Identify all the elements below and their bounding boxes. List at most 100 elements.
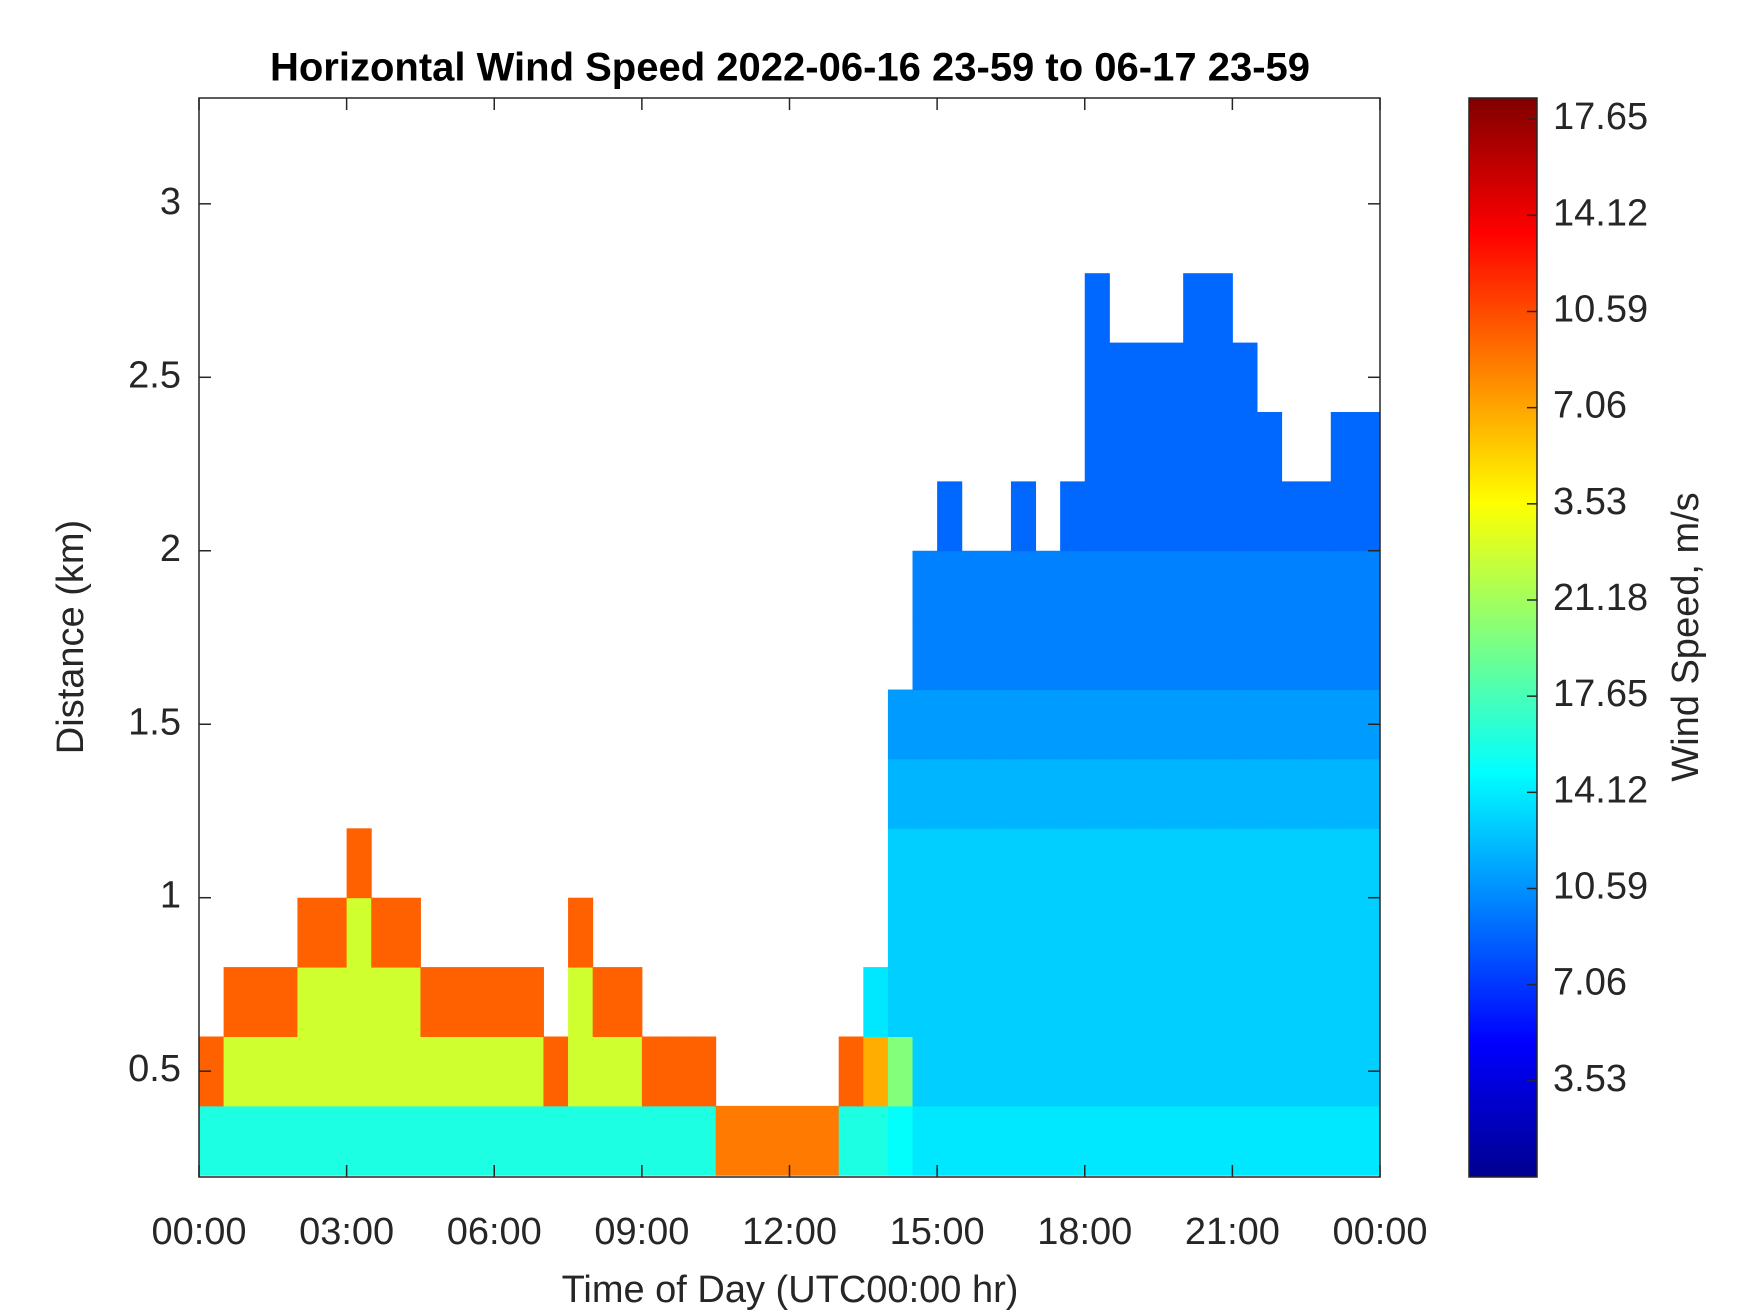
heatmap-cell <box>1035 967 1061 1037</box>
heatmap-cell <box>838 1036 864 1107</box>
heatmap-cell <box>1035 1036 1061 1107</box>
heatmap-cell <box>1084 1036 1110 1107</box>
heatmap-cell <box>1158 620 1184 691</box>
heatmap-cell <box>1330 550 1356 621</box>
heatmap-cell <box>1355 967 1381 1037</box>
heatmap-cell <box>1109 1105 1135 1176</box>
heatmap-cell <box>1060 897 1086 968</box>
heatmap-cell <box>912 967 938 1037</box>
heatmap-cell <box>1183 620 1209 691</box>
heatmap-cell <box>715 1105 741 1176</box>
heatmap-cell <box>1355 481 1381 552</box>
heatmap-cell <box>617 1036 643 1107</box>
heatmap-cell <box>592 1105 618 1176</box>
heatmap-cell <box>691 1036 717 1107</box>
heatmap-cell <box>1060 620 1086 691</box>
heatmap-cell <box>1330 967 1356 1037</box>
heatmap-cell <box>1281 550 1307 621</box>
x-tick-label: 03:00 <box>299 1211 394 1253</box>
heatmap-cell <box>1281 481 1307 552</box>
heatmap-cell <box>912 620 938 691</box>
heatmap-cell <box>937 967 963 1037</box>
heatmap-cell <box>986 1105 1012 1176</box>
heatmap-cell <box>1010 828 1037 899</box>
y-tick-label: 0.5 <box>128 1048 181 1090</box>
heatmap-cell <box>1330 411 1356 482</box>
heatmap-cell <box>494 1036 520 1107</box>
heatmap-cell <box>937 689 963 760</box>
heatmap-cell <box>937 758 963 829</box>
heatmap-cell <box>1355 550 1381 621</box>
heatmap-cell <box>912 550 938 621</box>
heatmap-cell <box>1060 1036 1086 1107</box>
heatmap-cell <box>740 1105 766 1176</box>
heatmap-cell <box>912 689 938 760</box>
heatmap-cell <box>1133 897 1160 968</box>
heatmap-cell <box>1133 411 1160 482</box>
x-tick-label: 21:00 <box>1185 1211 1280 1253</box>
heatmap-cell <box>912 828 938 899</box>
heatmap-cell <box>395 897 421 968</box>
heatmap-cell <box>494 1105 520 1176</box>
heatmap-cell <box>1158 897 1184 968</box>
heatmap-cell <box>666 1105 692 1176</box>
heatmap-cell <box>1183 897 1209 968</box>
heatmap-cell <box>863 967 889 1037</box>
heatmap-cell <box>1035 828 1061 899</box>
heatmap-cell <box>1330 620 1356 691</box>
heatmap-cell <box>1060 550 1086 621</box>
heatmap-cell <box>1232 828 1258 899</box>
heatmap-cell <box>887 897 914 968</box>
colorbar-tick-label: 7.06 <box>1553 962 1627 1004</box>
heatmap-cell <box>1183 411 1209 482</box>
heatmap-cell <box>592 967 618 1037</box>
heatmap-cell <box>469 1036 495 1107</box>
heatmap-cell <box>912 1105 938 1176</box>
heatmap-cell <box>1256 1105 1283 1176</box>
heatmap-cell <box>986 897 1012 968</box>
heatmap-cell <box>322 897 348 968</box>
heatmap-cell <box>1183 758 1209 829</box>
heatmap-cell <box>1256 897 1283 968</box>
heatmap-cell <box>1158 828 1184 899</box>
heatmap <box>199 273 1381 1176</box>
heatmap-cell <box>1306 897 1332 968</box>
chart-title: Horizontal Wind Speed 2022-06-16 23-59 t… <box>270 46 1310 90</box>
heatmap-cell <box>1109 828 1135 899</box>
heatmap-cell <box>1158 342 1184 413</box>
heatmap-cell <box>764 1105 790 1176</box>
heatmap-cell <box>223 1036 249 1107</box>
heatmap-cell <box>346 828 372 899</box>
colorbar-label: Wind Speed, m/s <box>1665 492 1707 781</box>
heatmap-cell <box>543 1105 569 1176</box>
heatmap-cell <box>1109 342 1135 413</box>
heatmap-cell <box>986 620 1012 691</box>
heatmap-cell <box>395 967 421 1037</box>
heatmap-cell <box>1232 342 1258 413</box>
heatmap-cell <box>1355 1105 1381 1176</box>
heatmap-cell <box>371 897 397 968</box>
heatmap-cell <box>887 1036 914 1107</box>
heatmap-cell <box>297 967 323 1037</box>
heatmap-cell <box>395 1036 421 1107</box>
heatmap-cell <box>961 1105 987 1176</box>
heatmap-cell <box>199 1105 225 1176</box>
x-tick-label: 06:00 <box>447 1211 542 1253</box>
heatmap-cell <box>887 828 914 899</box>
heatmap-cell <box>272 1105 298 1176</box>
heatmap-cell <box>1133 758 1160 829</box>
heatmap-cell <box>1133 689 1160 760</box>
heatmap-cell <box>1207 550 1233 621</box>
heatmap-cell <box>912 1036 938 1107</box>
heatmap-cell <box>887 758 914 829</box>
heatmap-cell <box>1158 967 1184 1037</box>
heatmap-cell <box>986 550 1012 621</box>
heatmap-cell <box>1232 411 1258 482</box>
heatmap-cell <box>1084 411 1110 482</box>
heatmap-cell <box>1060 481 1086 552</box>
heatmap-cell <box>1109 967 1135 1037</box>
heatmap-cell <box>986 689 1012 760</box>
heatmap-cell <box>1232 550 1258 621</box>
heatmap-cell <box>617 1105 643 1176</box>
